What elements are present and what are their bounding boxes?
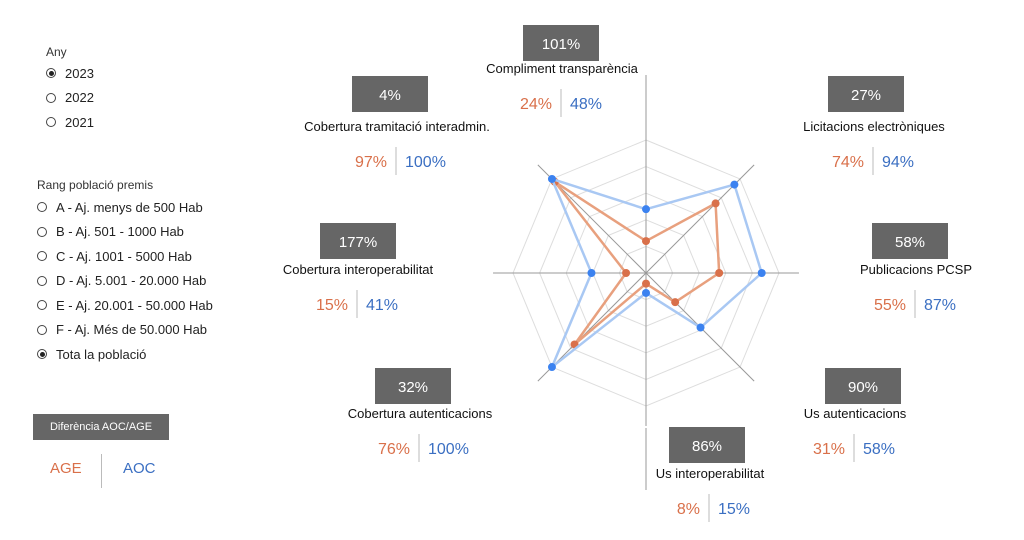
radar-point-aoc [547, 363, 556, 372]
radio-button-icon[interactable] [37, 202, 47, 213]
radar-point-aoc [757, 269, 766, 277]
population-option-label: B - Aj. 501 - 1000 Hab [56, 224, 184, 240]
aoc-value: 41% [366, 297, 398, 314]
axis-label: Publicacions PCSP [860, 262, 972, 277]
age-value: 97% [355, 154, 387, 171]
population-option-label: F - Aj. Més de 50.000 Hab [56, 322, 208, 338]
difference-value: 58% [895, 234, 925, 251]
difference-box [872, 223, 948, 259]
year-option[interactable]: 2022 [46, 86, 94, 111]
radar-point-age [642, 237, 650, 246]
legend-aoc-label: AOC [123, 460, 156, 477]
radar-axis-line [645, 164, 755, 274]
population-option[interactable]: D - Aj. 5.001 - 20.000 Hab [37, 269, 213, 294]
axis-label: Cobertura autenticacions [348, 406, 493, 421]
aoc-value: 94% [882, 154, 914, 171]
radar-point-age [715, 269, 724, 277]
population-option[interactable]: C - Aj. 1001 - 5000 Hab [37, 244, 213, 269]
population-option-label: A - Aj. menys de 500 Hab [56, 199, 203, 215]
radar-point-age [711, 199, 720, 208]
axis-label: Us autenticacions [804, 406, 907, 421]
difference-value: 4% [379, 87, 401, 104]
aoc-value: 100% [428, 441, 469, 458]
radar-point-aoc [642, 205, 650, 214]
population-option[interactable]: A - Aj. menys de 500 Hab [37, 195, 213, 220]
age-value: 15% [316, 297, 348, 314]
radio-button-icon[interactable] [37, 324, 47, 335]
age-value: 8% [677, 501, 700, 518]
difference-value: 27% [851, 87, 881, 104]
population-option-label: E - Aj. 20.001 - 50.000 Hab [56, 297, 213, 313]
population-option[interactable]: F - Aj. Més de 50.000 Hab [37, 318, 213, 343]
radar-point-age [642, 279, 650, 288]
aoc-value: 87% [924, 297, 956, 314]
population-option[interactable]: B - Aj. 501 - 1000 Hab [37, 220, 213, 245]
legend-separator [101, 454, 102, 488]
year-option[interactable]: 2023 [46, 61, 94, 86]
radar-point-aoc [730, 180, 739, 189]
difference-box [352, 76, 428, 112]
year-slicer: 2023 2022 2021 [46, 61, 94, 135]
difference-box [523, 25, 599, 61]
axis-label: Licitacions electròniques [803, 119, 945, 134]
year-option-label: 2023 [65, 65, 94, 81]
difference-value: 90% [848, 379, 878, 396]
axis-label: Compliment transparència [486, 61, 639, 76]
difference-box [375, 368, 451, 404]
difference-value: 101% [542, 36, 580, 53]
age-value: 55% [874, 297, 906, 314]
difference-value: 86% [692, 438, 722, 455]
population-option[interactable]: E - Aj. 20.001 - 50.000 Hab [37, 293, 213, 318]
difference-box [320, 223, 396, 259]
year-slicer-title: Any [46, 45, 67, 59]
age-value: 24% [520, 96, 552, 113]
axis-label: Us interoperabilitat [656, 466, 765, 481]
age-value: 31% [813, 441, 845, 458]
legend-age-label: AGE [50, 460, 82, 477]
year-option-label: 2021 [65, 114, 94, 130]
aoc-value: 48% [570, 96, 602, 113]
aoc-value: 15% [718, 501, 750, 518]
difference-value: 32% [398, 379, 428, 396]
radio-button-icon[interactable] [37, 275, 47, 286]
population-option[interactable]: Tota la població [37, 342, 213, 367]
population-slicer-title: Rang població premis [37, 178, 154, 192]
difference-box [669, 427, 745, 463]
year-option-label: 2022 [65, 90, 94, 106]
radio-button-icon[interactable] [37, 300, 47, 311]
radio-button-icon[interactable] [46, 117, 56, 128]
population-option-label: C - Aj. 1001 - 5000 Hab [56, 248, 192, 264]
radar-point-age [671, 298, 680, 307]
legend-title: Diferència AOC/AGE [33, 414, 169, 440]
difference-box [828, 76, 904, 112]
axis-label: Cobertura interoperabilitat [283, 262, 434, 277]
axis-label: Cobertura tramitació interadmin. [304, 119, 490, 134]
radar-point-aoc [587, 269, 596, 277]
radar-point-aoc [547, 174, 556, 183]
radar-point-age [622, 269, 631, 277]
radio-button-icon[interactable] [37, 251, 47, 262]
radio-button-icon[interactable] [37, 349, 47, 360]
radar-point-aoc [696, 323, 705, 332]
difference-box [825, 368, 901, 404]
radar-point-aoc [642, 288, 650, 297]
radio-button-icon[interactable] [46, 92, 56, 103]
population-slicer: A - Aj. menys de 500 Hab B - Aj. 501 - 10… [37, 195, 213, 367]
radio-button-icon[interactable] [46, 68, 56, 79]
year-option[interactable]: 2021 [46, 110, 94, 135]
difference-value: 177% [339, 234, 377, 251]
population-option-label: Tota la població [56, 346, 147, 362]
aoc-value: 100% [405, 154, 446, 171]
population-option-label: D - Aj. 5.001 - 20.000 Hab [56, 273, 207, 289]
age-value: 74% [832, 154, 864, 171]
aoc-value: 58% [863, 441, 895, 458]
radio-button-icon[interactable] [37, 226, 47, 237]
age-value: 76% [378, 441, 410, 458]
